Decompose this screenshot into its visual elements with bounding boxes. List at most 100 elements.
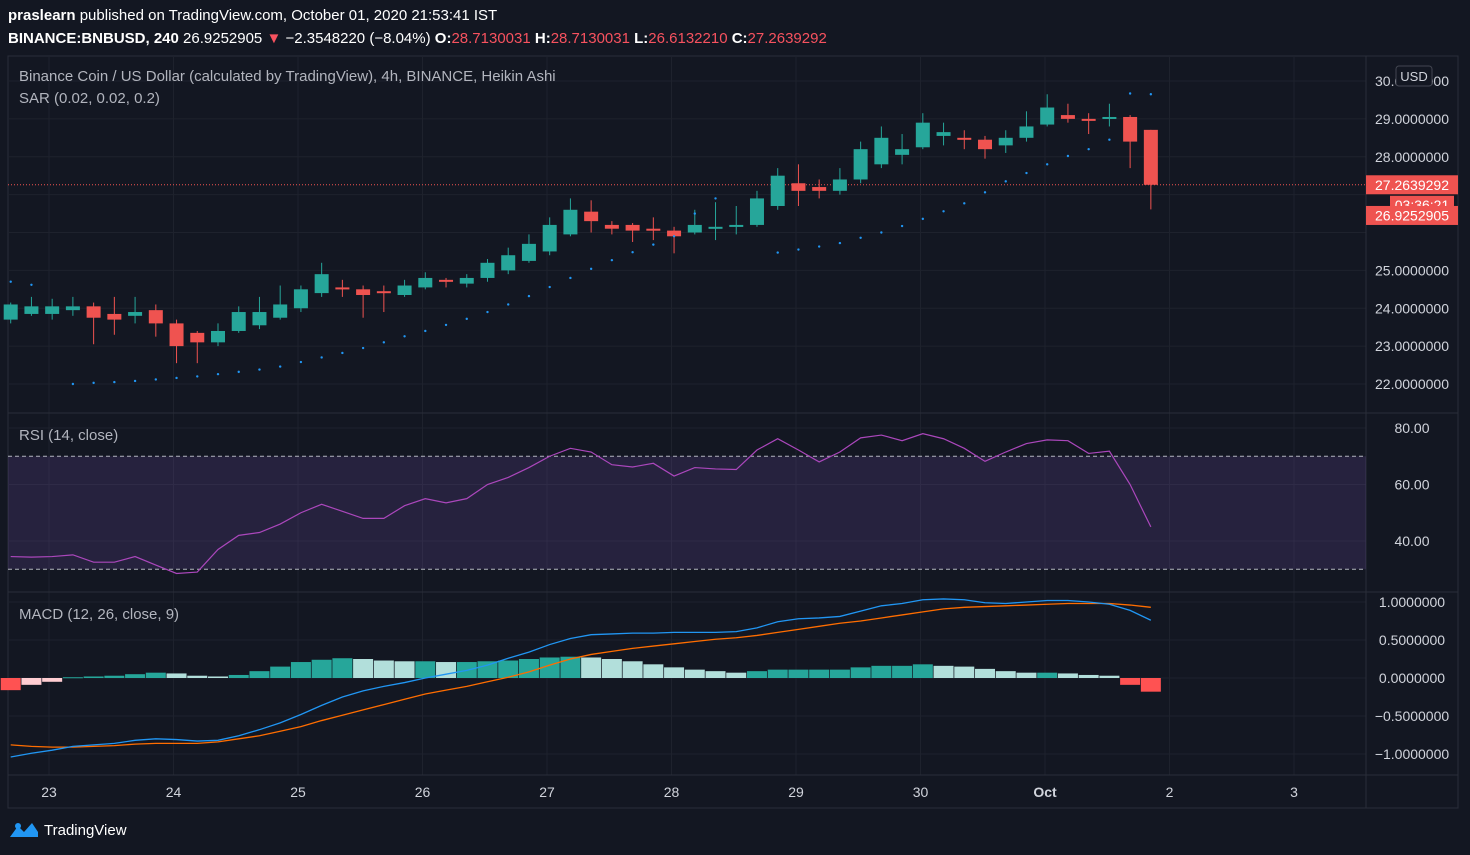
histogram-bar [42,678,63,682]
sar-legend[interactable]: SAR (0.02, 0.02, 0.2) [19,90,160,107]
last-price-box [1366,205,1458,225]
time-tick-label: 2 [1166,784,1174,800]
open-label: O: [434,30,452,47]
open-value: 28.7130031 [451,30,531,47]
histogram-bar [394,661,415,678]
histogram-bar [0,678,21,691]
candle-body [749,198,764,225]
histogram-bar [539,657,560,678]
sar-dot [589,267,593,271]
price-tick-label: 24.0000000 [1375,300,1449,316]
candle-body [584,211,599,222]
histogram-bar [829,669,850,678]
currency-badge[interactable] [1395,65,1433,87]
candle-body [542,224,557,252]
candle-body [3,304,18,320]
macd-tick-label: 1.0000000 [1379,594,1445,610]
histogram-bar [415,661,436,678]
tradingview-brand[interactable]: TradingView [8,820,127,840]
close-price-box [1366,175,1458,195]
candle-body [625,224,640,231]
histogram-bar [560,656,581,678]
time-tick-label: 26 [415,784,431,800]
sar-dot [216,372,220,376]
time-tick-label: Oct [1033,784,1057,800]
sar-dot [507,303,510,306]
sar-dot [1149,93,1153,96]
sar-dot [196,375,199,378]
sar-dot [527,294,531,298]
price-tick-label: 28.0000000 [1375,149,1449,165]
time-tick-label: 3 [1290,784,1298,800]
sar-dot [1046,163,1049,166]
histogram-bar [1037,672,1058,678]
sar-dot [693,212,696,215]
histogram-bar [767,669,788,678]
candle-body [936,132,951,136]
candle-body [314,274,329,294]
sar-dot [465,317,468,321]
time-tick-label: 30 [913,784,929,800]
down-arrow-icon: ▼ [266,30,282,47]
close-label: C: [731,30,748,47]
histogram-bar [1078,674,1099,678]
histogram-bar [290,662,311,678]
histogram-bar [477,661,498,678]
candle-body [65,306,80,311]
histogram-bar [436,662,457,678]
candle-body [169,323,184,347]
candle-body [376,291,391,294]
sar-dot [1108,138,1111,141]
histogram-bar [145,672,166,678]
sar-dot [963,202,966,205]
sar-dot [880,231,883,234]
candle-body [1019,126,1034,138]
candle-body [998,137,1013,146]
candle-body [770,175,785,206]
sar-dot [71,382,75,386]
candle-body [148,310,163,324]
candles [3,94,1158,364]
sar-dot [817,245,821,248]
candle-body [957,137,972,140]
sar-dot [652,243,655,246]
high-value: 28.7130031 [550,30,630,47]
sar-dot [382,341,386,344]
histogram-bar [850,667,871,678]
histogram-bar [249,671,270,678]
sar-dot [942,210,945,213]
sar-dot [444,323,448,327]
signal-line [10,602,1151,748]
price-tick-label: 29.0000000 [1375,111,1449,127]
histogram-bar [601,659,622,678]
candle-body [1040,107,1055,125]
rsi-band [8,456,1366,570]
ohlc-line: BINANCE:BNBUSD, 240 26.9252905 ▼ −2.3548… [8,30,827,47]
candle-body [1060,115,1075,119]
sar-dot [320,356,323,359]
histogram-bar [166,673,187,678]
rsi-tick-label: 80.00 [1394,420,1429,436]
sar-dot [278,365,282,368]
sar-dot [9,280,12,283]
candle-body [356,289,371,295]
symbol-label[interactable]: BINANCE:BNBUSD, 240 [8,30,179,47]
candle-body [128,312,143,316]
candle-body [853,149,868,180]
macd-legend[interactable]: MACD (12, 26, close, 9) [19,606,179,623]
sar-dot [797,248,800,251]
rsi-tick-label: 40.00 [1394,533,1429,549]
sar-dot [258,368,261,371]
candle-body [45,306,60,314]
candle-body [418,277,433,288]
candle-body [521,243,536,261]
macd-histogram [0,656,1161,692]
candle-body [915,122,930,148]
histogram-bar [187,675,208,678]
author-name[interactable]: praslearn [8,7,76,24]
rsi-legend[interactable]: RSI (14, close) [19,427,118,444]
candle-body [231,312,246,331]
last-price: 26.9252905 [183,30,263,47]
histogram-bar [332,658,353,678]
